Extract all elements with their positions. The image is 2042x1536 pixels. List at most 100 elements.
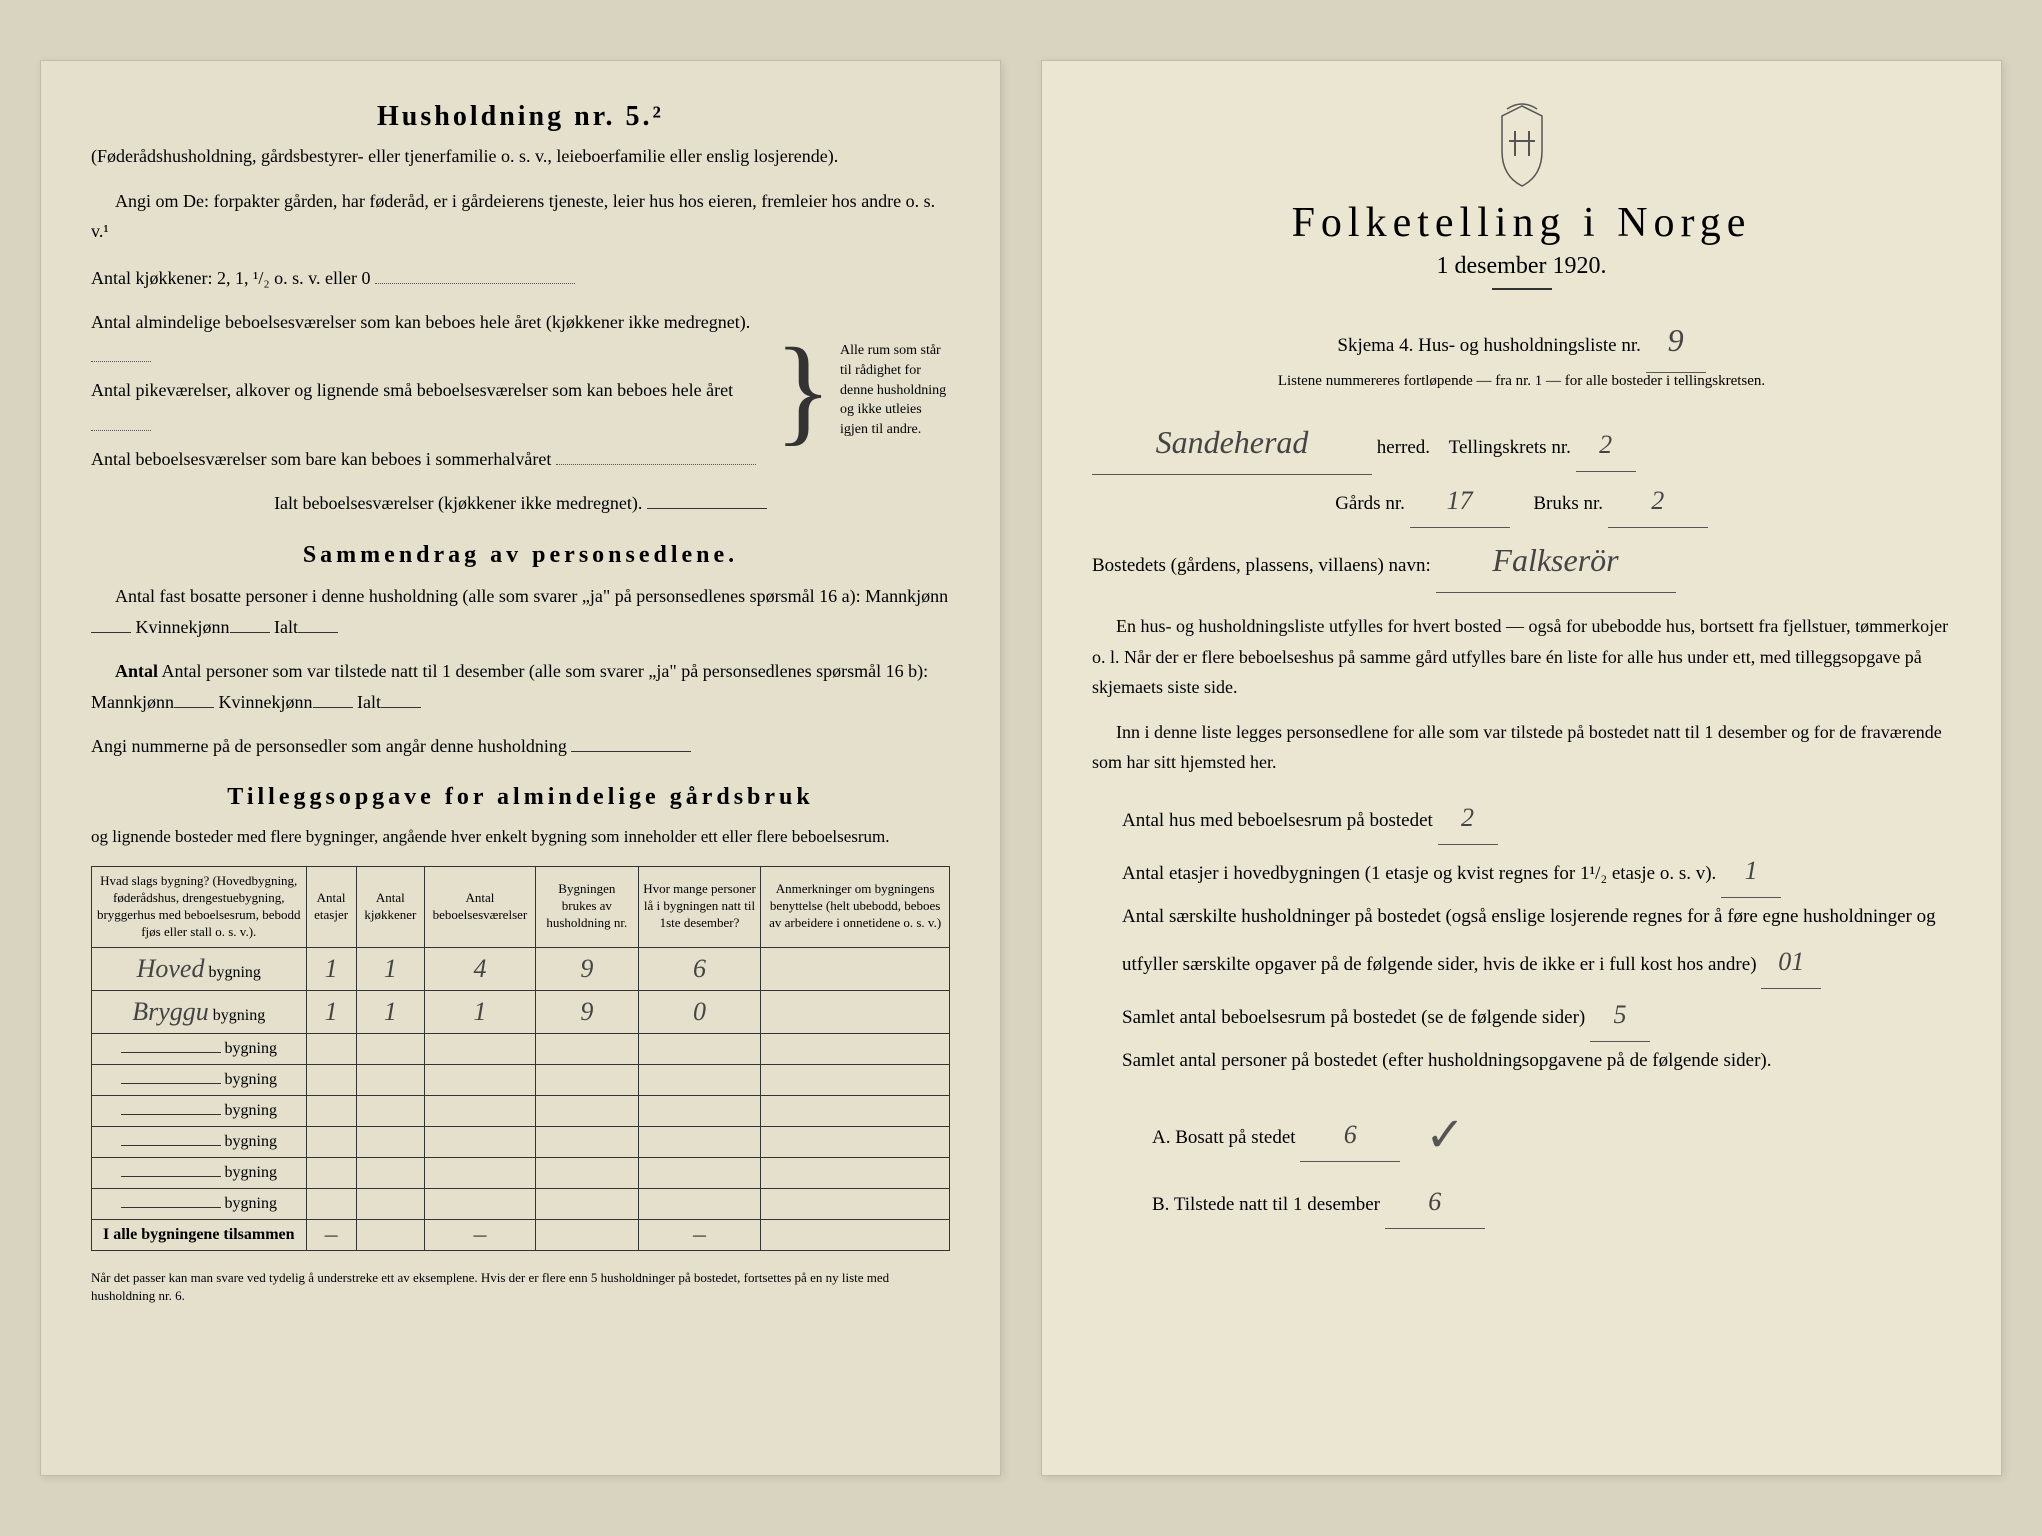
rooms2-label: Antal pikeværelser, alkover og lignende … — [91, 380, 733, 400]
row-val-cell — [306, 1188, 356, 1219]
row-val-cell — [761, 1064, 950, 1095]
q1-line: Antal hus med beboelsesrum på bostedet 2 — [1122, 792, 1951, 845]
rooms-line-1: Antal almindelige beboelsesværelser som … — [91, 305, 766, 373]
row-val-cell — [425, 1188, 536, 1219]
rooms2-blank — [91, 430, 151, 431]
qA-label: A. Bosatt på stedet — [1152, 1127, 1296, 1148]
ialt-blank-1 — [298, 632, 338, 633]
row-val-cell — [306, 1064, 356, 1095]
herred-line: Sandeherad herred. Tellingskrets nr. 2 — [1092, 410, 1951, 475]
row-name-blank — [121, 1052, 221, 1053]
row-suffix: bygning — [221, 1071, 277, 1088]
row-val-handwritten: 9 — [580, 954, 593, 984]
row-val-cell: 9 — [535, 990, 638, 1033]
bosted-line: Bostedets (gårdens, plassens, villaens) … — [1092, 528, 1951, 593]
mann-label-2: Mannkjønn — [91, 692, 174, 712]
row-suffix: bygning — [221, 1102, 277, 1119]
skjema-label: Skjema 4. Hus- og husholdningsliste nr. — [1337, 335, 1640, 356]
left-page: Husholdning nr. 5.² (Føderådshusholdning… — [40, 60, 1001, 1476]
table-row: bygning — [92, 1095, 950, 1126]
row-val-cell — [535, 1064, 638, 1095]
document-spread: Husholdning nr. 5.² (Føderådshusholdning… — [0, 0, 2042, 1536]
body-para-1: En hus- og husholdningsliste utfylles fo… — [1092, 611, 1951, 703]
col-3: Antal beboelsesværelser — [425, 866, 536, 947]
row-val-cell — [638, 1064, 760, 1095]
row-val-cell — [356, 1095, 424, 1126]
herred-value: Sandeherad — [1156, 410, 1309, 474]
row-name-blank — [121, 1145, 221, 1146]
listene-note: Listene nummereres fortløpende — fra nr.… — [1092, 373, 1951, 390]
ialt-label-2: Ialt — [357, 692, 381, 712]
row-val-handwritten: 1 — [384, 997, 397, 1027]
row-val-cell — [761, 1033, 950, 1064]
building-table: Hvad slags bygning? (Hovedbygning, føder… — [91, 866, 950, 1251]
row-name-cell: bygning — [92, 1064, 307, 1095]
table-header-row: Hvad slags bygning? (Hovedbygning, føder… — [92, 866, 950, 947]
row-val-cell — [356, 1157, 424, 1188]
row-val-cell — [306, 1095, 356, 1126]
left-intro1: (Føderådshusholdning, gårdsbestyrer- ell… — [91, 141, 950, 172]
col-6: Anmerkninger om bygningens benyttelse (h… — [761, 866, 950, 947]
q4-label: Samlet antal beboelsesrum på bostedet (s… — [1122, 1007, 1585, 1028]
row-val-cell — [535, 1126, 638, 1157]
tillegg-sub: og lignende bosteder med flere bygninger… — [91, 823, 950, 852]
q3-line: Antal særskilte husholdninger på bostede… — [1122, 898, 1951, 989]
rooms-brace-block: Antal almindelige beboelsesværelser som … — [91, 305, 950, 476]
row-val-cell: 4 — [425, 947, 536, 990]
brace-glyph: } — [766, 330, 840, 450]
mann-blank-2 — [174, 707, 214, 708]
skjema-line: Skjema 4. Hus- og husholdningsliste nr. … — [1092, 308, 1951, 373]
q1-value: 2 — [1461, 792, 1474, 844]
q4-line: Samlet antal beboelsesrum på bostedet (s… — [1122, 989, 1951, 1042]
rooms1-label: Antal almindelige beboelsesværelser som … — [91, 312, 750, 332]
row-name-cell: Hoved bygning — [92, 947, 307, 990]
row-suffix: bygning — [221, 1195, 277, 1212]
table-row: Bryggu bygning11190 — [92, 990, 950, 1033]
row-suffix: bygning — [209, 1007, 265, 1024]
row-val-cell: 1 — [356, 947, 424, 990]
row-val-cell: 9 — [535, 947, 638, 990]
row-val-cell — [306, 1157, 356, 1188]
kvinne-label-2: Kvinnekjønn — [219, 692, 313, 712]
summary3-text: Angi nummerne på de personsedler som ang… — [91, 736, 567, 756]
row-name-blank — [121, 1083, 221, 1084]
row-suffix: bygning — [221, 1133, 277, 1150]
row-val-cell — [761, 947, 950, 990]
row-val-handwritten: 1 — [473, 997, 486, 1027]
rooms3-blank — [556, 464, 756, 465]
row-suffix: bygning — [221, 1164, 277, 1181]
gards-label: Gårds nr. — [1335, 493, 1405, 514]
checkmark-icon: ✓ — [1425, 1088, 1465, 1184]
row-suffix: bygning — [221, 1040, 277, 1057]
q5-line: Samlet antal personer på bostedet (efter… — [1122, 1042, 1951, 1080]
gards-line: Gårds nr. 17 Bruks nr. 2 — [1092, 475, 1951, 528]
kvinne-blank-2 — [313, 707, 353, 708]
row-val-cell — [761, 1157, 950, 1188]
ialt-label: Ialt beboelsesværelser (kjøkkener ikke m… — [274, 493, 642, 513]
row-val-cell — [761, 1095, 950, 1126]
bruks-nr: 2 — [1651, 475, 1664, 527]
census-date: 1 desember 1920. — [1092, 253, 1951, 280]
row-name-blank — [121, 1114, 221, 1115]
total-3 — [535, 1219, 638, 1250]
krets-nr: 2 — [1599, 419, 1612, 471]
total-4: — — [638, 1219, 760, 1250]
gards-nr: 17 — [1447, 475, 1473, 527]
col-1: Antal etasjer — [306, 866, 356, 947]
table-total-row: I alle bygningene tilsammen — — — — [92, 1219, 950, 1250]
brace-note: Alle rum som står til rådighet for denne… — [840, 341, 950, 439]
q3-value: 01 — [1778, 936, 1804, 988]
row-val-cell — [356, 1188, 424, 1219]
row-val-cell — [306, 1126, 356, 1157]
footnote: Når det passer kan man svare ved tydelig… — [91, 1269, 950, 1305]
row-name-handwritten: Hoved — [137, 954, 205, 984]
row-name-cell: bygning — [92, 1033, 307, 1064]
row-val-cell — [638, 1157, 760, 1188]
total-label: I alle bygningene tilsammen — [92, 1219, 307, 1250]
row-name-blank — [121, 1176, 221, 1177]
row-val-handwritten: 1 — [325, 954, 338, 984]
row-val-cell — [535, 1157, 638, 1188]
summary-para-1: Antal fast bosatte personer i denne hush… — [91, 581, 950, 642]
title-rule — [1492, 288, 1552, 290]
body-para-2: Inn i denne liste legges personsedlene f… — [1092, 717, 1951, 778]
